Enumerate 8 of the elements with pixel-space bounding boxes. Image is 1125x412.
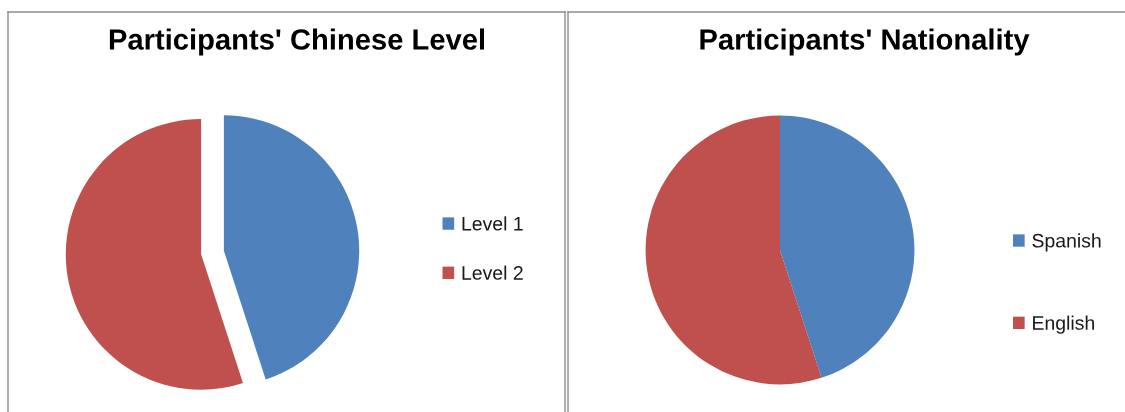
- legend-label: Level 2: [462, 265, 523, 280]
- legend-label: Level 1: [462, 216, 523, 231]
- legend-label: English: [1033, 315, 1094, 334]
- chart-title: Participants' Chinese Level: [109, 28, 485, 56]
- legend-label: Spanish: [1032, 233, 1101, 252]
- pie-slice: [780, 115, 915, 378]
- chart-title: Participants' Nationality: [700, 28, 1030, 56]
- pie-slice: [645, 115, 822, 385]
